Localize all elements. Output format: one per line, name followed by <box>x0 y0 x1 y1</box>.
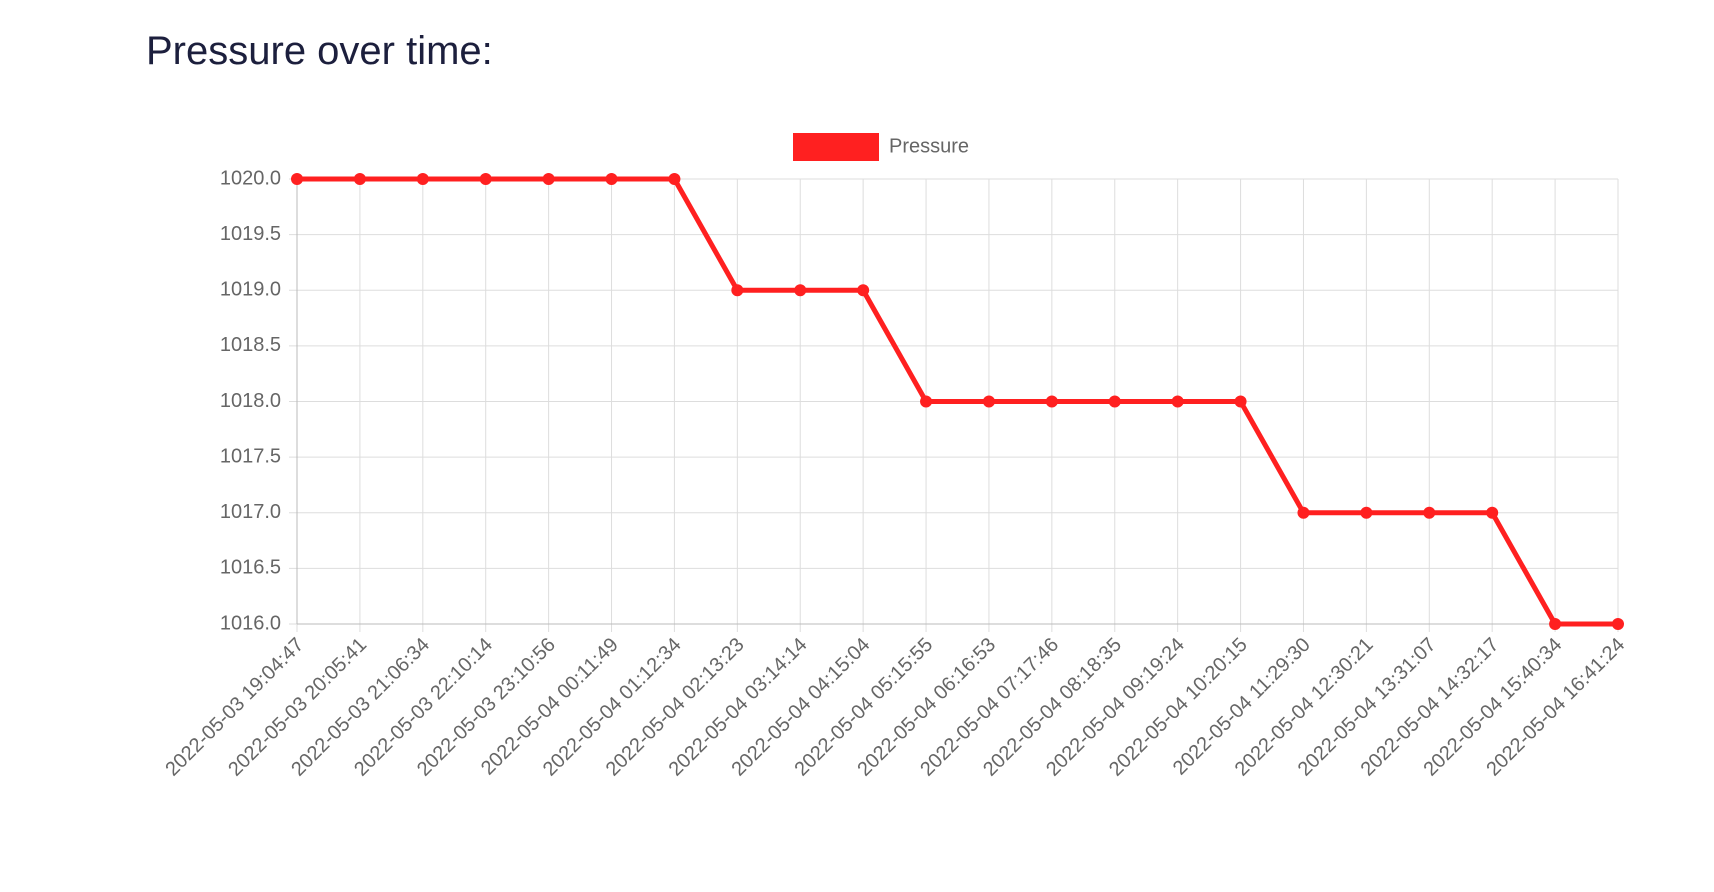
point <box>1360 506 1373 519</box>
y-tick-label: 1019.0 <box>220 279 281 301</box>
point <box>479 173 492 185</box>
y-tick-label: 1018.5 <box>220 334 281 356</box>
point <box>1486 506 1499 519</box>
point <box>920 395 933 408</box>
y-tick-label: 1016.0 <box>220 612 281 634</box>
legend-swatch <box>793 133 879 161</box>
y-tick-label: 1017.0 <box>220 501 281 523</box>
point <box>1108 395 1121 408</box>
point <box>731 284 744 297</box>
point <box>1045 395 1058 408</box>
point <box>1549 618 1562 630</box>
point <box>1612 618 1624 630</box>
point <box>1234 395 1247 408</box>
point <box>1171 395 1184 408</box>
line <box>297 176 1618 627</box>
point <box>794 284 807 297</box>
y-tick-label: 1020.0 <box>220 167 281 189</box>
point <box>542 173 555 185</box>
y-tick-label: 1018.0 <box>220 390 281 412</box>
point <box>1423 506 1436 519</box>
point <box>1297 506 1310 519</box>
legend-label: Pressure <box>889 135 969 157</box>
chart-title: Pressure over time: <box>146 29 493 73</box>
point <box>982 395 995 408</box>
y-tick-label: 1016.5 <box>220 557 281 579</box>
point <box>605 173 618 185</box>
y-tick-label: 1017.5 <box>220 445 281 467</box>
y-tick-label: 1019.5 <box>220 223 281 245</box>
point <box>857 284 870 297</box>
point <box>668 173 681 185</box>
point <box>353 173 366 185</box>
point <box>291 173 303 185</box>
point <box>416 173 429 185</box>
